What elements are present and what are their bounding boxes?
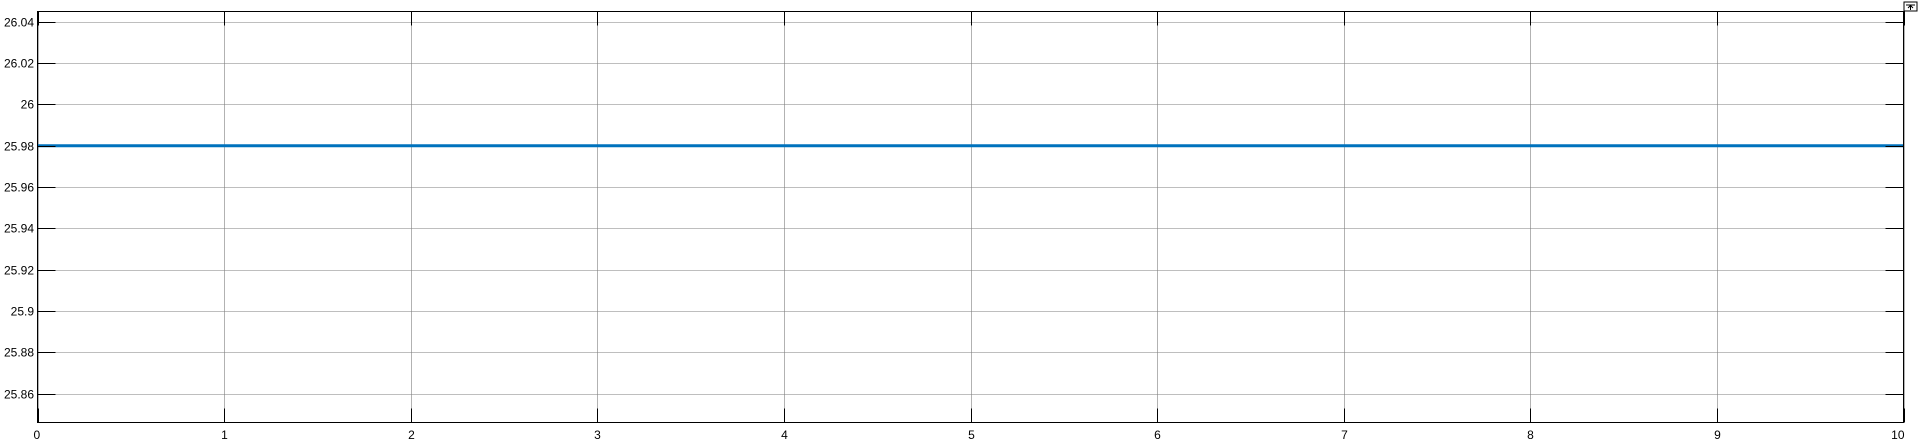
y-tick-label: 25.96: [4, 181, 34, 195]
x-tick-label: 10: [1891, 428, 1905, 441]
x-tick-label: 4: [781, 428, 788, 441]
y-tick-label: 25.94: [4, 222, 34, 236]
x-tick-label: 5: [968, 428, 975, 441]
tick-marks: [37, 11, 1905, 423]
tick-labels: 0 1 2 3 4 5 6 7 8 9 10 25.86 25.88 25.9 25.92 25.94 25.9…: [4, 16, 1905, 441]
axes-box: [37, 11, 1904, 423]
plot-area: [37, 11, 1904, 423]
restore-view-button[interactable]: [1903, 1, 1918, 12]
y-tick-label: 25.88: [4, 346, 34, 360]
x-tick-label: 7: [1341, 428, 1348, 441]
x-tick-label: 0: [34, 428, 41, 441]
x-tick-label: 3: [594, 428, 601, 441]
x-tick-label: 6: [1154, 428, 1161, 441]
y-tick-label: 26.02: [4, 57, 34, 71]
y-tick-label: 26.04: [4, 16, 34, 30]
y-tick-label: 25.98: [4, 140, 34, 154]
y-tick-label: 25.86: [4, 388, 34, 402]
x-tick-label: 1: [221, 428, 228, 441]
y-tick-label: 25.9: [11, 305, 35, 319]
x-tick-label: 8: [1527, 428, 1534, 441]
x-tick-label: 9: [1714, 428, 1721, 441]
y-tick-label: 26: [21, 98, 35, 112]
restore-view-icon: [1906, 4, 1915, 10]
y-tick-label: 25.92: [4, 264, 34, 278]
x-tick-label: 2: [408, 428, 415, 441]
